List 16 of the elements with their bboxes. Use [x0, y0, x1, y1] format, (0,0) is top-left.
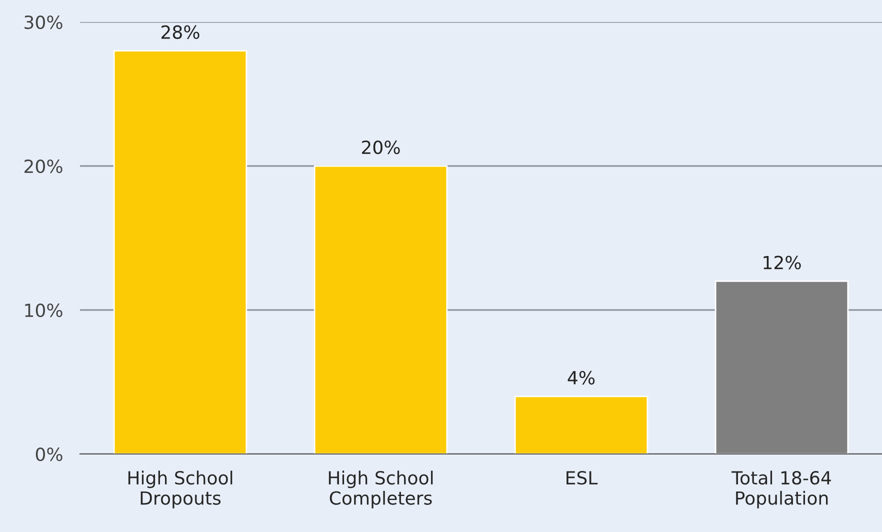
- x-tick-label: High School Completers: [328, 470, 433, 508]
- bar: [514, 396, 648, 454]
- x-tick-label: Total 18-64 Population: [732, 470, 831, 508]
- bar: [314, 165, 448, 454]
- bar: [113, 50, 248, 454]
- bar: [714, 280, 849, 454]
- x-tick-label: High School Dropouts: [128, 470, 232, 508]
- data-label: 4%: [568, 370, 595, 385]
- data-label: 28%: [162, 25, 200, 39]
- y-tick-label: 0%: [36, 447, 62, 462]
- y-tick-label: 10%: [25, 303, 62, 318]
- data-label: 12%: [764, 256, 801, 270]
- x-tick-label: ESL: [566, 470, 598, 485]
- y-tick-label: 20%: [24, 159, 62, 174]
- y-tick-label: 30%: [24, 15, 62, 30]
- data-label: 20%: [362, 140, 400, 154]
